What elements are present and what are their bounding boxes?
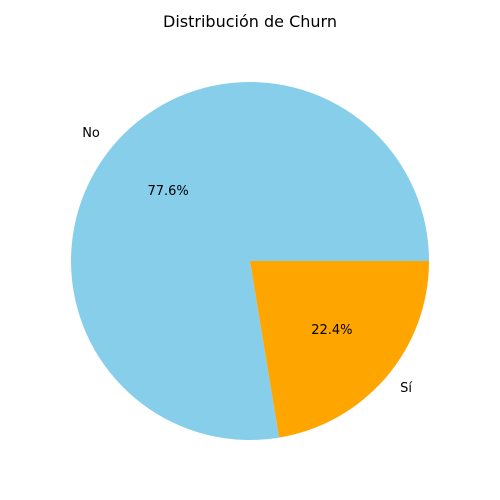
slice-label-2: Sí [400,381,412,396]
slice-percent-label-2: 22.4% [311,323,352,338]
pie-slice-2 [250,261,429,438]
slice-percent-label-1: 77.6% [147,184,188,199]
chart-title: Distribución de Churn [163,12,337,31]
pie-slice-1 [70,82,429,441]
slice-label-1: No [82,126,100,141]
